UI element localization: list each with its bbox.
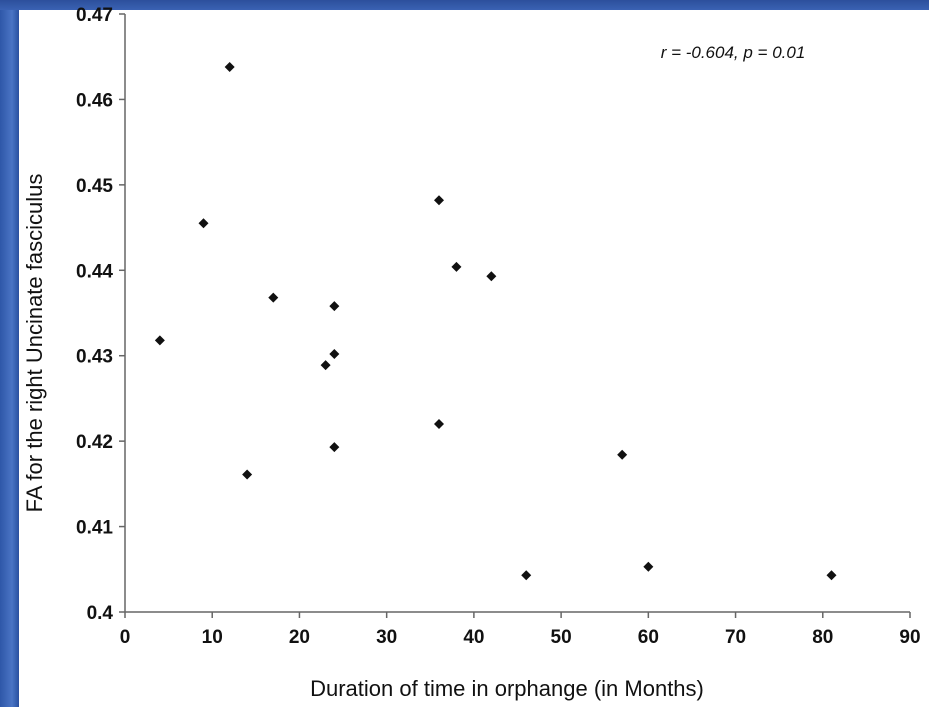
correlation-annotation: r = -0.604, p = 0.01	[661, 43, 806, 62]
x-tick-label: 70	[725, 627, 746, 648]
x-tick-label: 80	[812, 627, 833, 648]
x-axis-title: Duration of time in orphange (in Months)	[310, 676, 704, 701]
y-tick-label: 0.41	[76, 518, 113, 539]
y-tick-label: 0.4	[87, 603, 114, 624]
data-point	[224, 61, 235, 72]
data-point	[154, 335, 165, 346]
x-tick-label: 10	[202, 627, 223, 648]
data-point	[521, 570, 532, 581]
chart-panel	[19, 10, 929, 707]
data-point	[329, 349, 340, 360]
data-point	[826, 570, 837, 581]
x-ticks: 0 10 20 30 40 50 60 70 80 90	[120, 612, 921, 648]
data-point	[329, 301, 340, 312]
y-axis-title: FA for the right Uncinate fasciculus	[22, 174, 47, 513]
data-point	[242, 469, 253, 480]
data-point	[617, 449, 628, 460]
data-point	[451, 261, 462, 272]
y-tick-label: 0.43	[76, 347, 113, 368]
y-tick-label: 0.44	[76, 261, 113, 282]
y-tick-label: 0.42	[76, 432, 113, 453]
data-point	[329, 442, 340, 453]
y-tick-label: 0.46	[76, 90, 113, 111]
data-point	[320, 360, 331, 371]
data-point	[198, 218, 209, 229]
x-tick-label: 40	[463, 627, 484, 648]
data-point	[434, 419, 444, 430]
y-tick-label: 0.45	[76, 176, 113, 197]
data-point	[268, 292, 279, 303]
x-tick-label: 60	[638, 627, 659, 648]
slide-top-band	[0, 0, 929, 10]
data-point	[486, 271, 497, 282]
x-tick-label: 30	[376, 627, 397, 648]
x-tick-label: 50	[551, 627, 572, 648]
x-tick-label: 0	[120, 627, 131, 648]
y-tick-label: 0.47	[76, 5, 113, 26]
data-points	[154, 61, 837, 581]
x-tick-label: 90	[899, 627, 920, 648]
x-tick-label: 20	[289, 627, 310, 648]
y-ticks: 0.4 0.41 0.42 0.43 0.44 0.45 0.46 0.47	[76, 5, 125, 624]
axes	[124, 14, 910, 613]
data-point	[434, 195, 444, 206]
data-point	[643, 561, 654, 572]
